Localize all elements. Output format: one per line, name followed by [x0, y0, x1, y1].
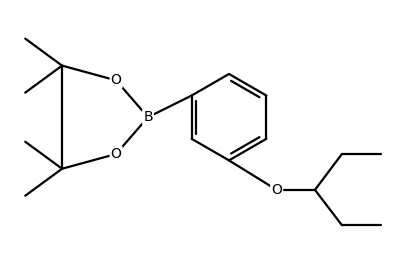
Text: O: O [111, 73, 122, 87]
Text: O: O [271, 183, 282, 197]
Text: B: B [143, 110, 153, 124]
Text: O: O [111, 147, 122, 161]
